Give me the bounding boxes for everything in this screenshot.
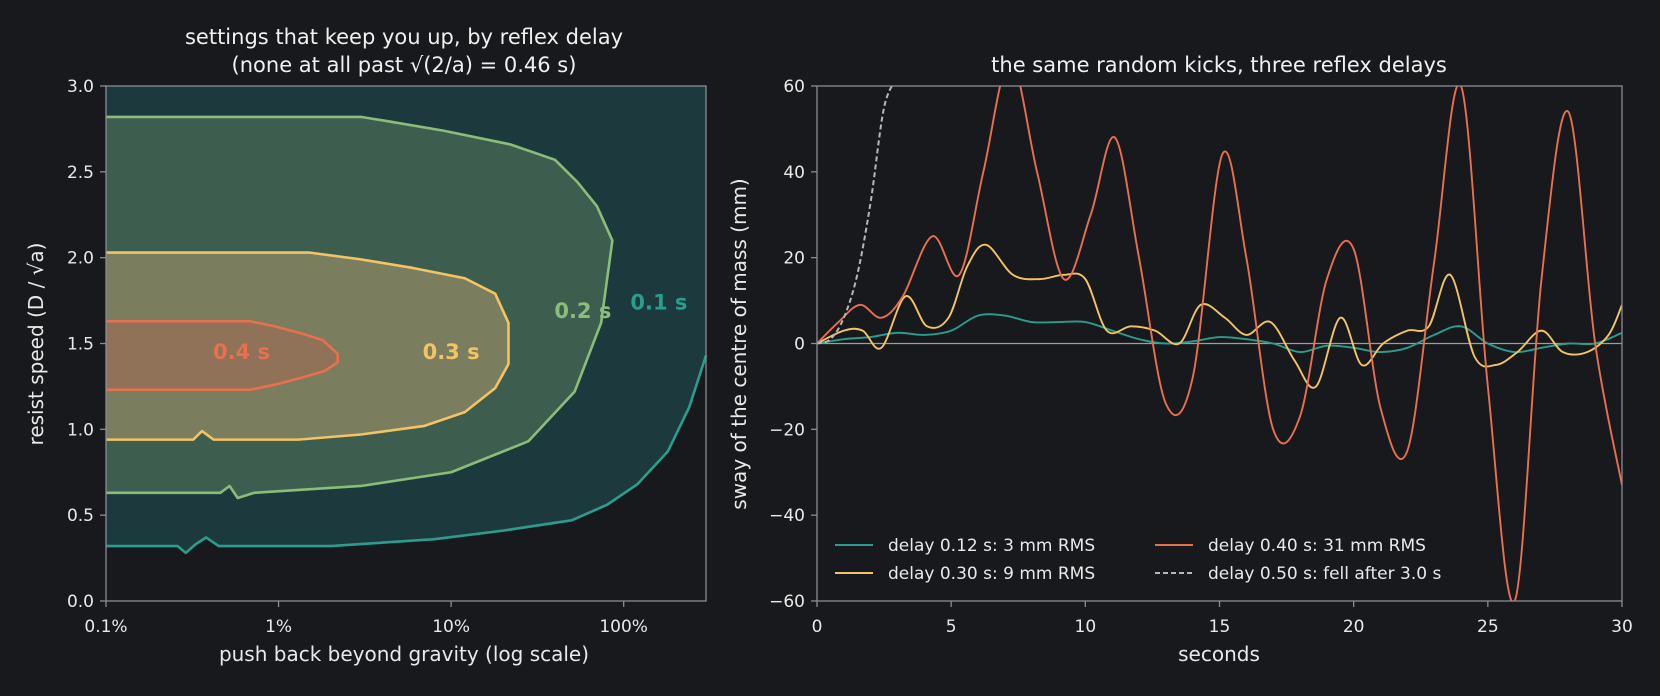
contour-y-axis-title: resist speed (D / √a) — [24, 243, 48, 446]
contour-x-axis-title: push back beyond gravity (log scale) — [219, 642, 589, 666]
contour-x-tick-label: 1% — [265, 617, 292, 637]
contour-y-tick-label: 0.0 — [67, 592, 94, 612]
region-boundary-0-3-s — [106, 251, 510, 441]
series-line-delay-0-12-s-3-mm-rms — [817, 313, 1622, 354]
line-x-tick-label: 30 — [1611, 617, 1633, 637]
contour-y-tick-label: 2.5 — [67, 163, 94, 183]
line-y-tick-label: −60 — [769, 592, 805, 612]
contour-axes: 0.1% 1% 10% 100% 0.0 0.5 1.0 1.5 2.0 2.5 3.0 — [67, 77, 707, 637]
line-x-tick-label: 5 — [946, 617, 957, 637]
line-panel: the same random kicks, three reflex dela… — [727, 53, 1633, 666]
line-y-tick-label: −40 — [769, 506, 805, 526]
contour-y-tick-label: 3.0 — [67, 77, 94, 97]
contour-regions — [106, 86, 708, 555]
line-x-tick-label: 20 — [1343, 617, 1365, 637]
contour-region-labels: 0.1 s 0.2 s 0.3 s 0.4 s — [213, 290, 687, 364]
line-y-tick-label: 20 — [783, 249, 805, 269]
series-line-delay-0-40-s-31-mm-rms — [817, 86, 1622, 601]
line-y-tick-label: 40 — [783, 163, 805, 183]
region-boundary-0-2-s — [106, 115, 614, 500]
contour-y-tick-label: 2.0 — [67, 249, 94, 269]
line-x-tick-label: 15 — [1209, 617, 1231, 637]
contour-y-tick-label: 1.5 — [67, 335, 94, 355]
contour-x-tick-label: 100% — [599, 617, 648, 637]
legend-label-delay-0-30-s-9-mm-rms: delay 0.30 s: 9 mm RMS — [888, 564, 1095, 584]
region-label-0-1-s: 0.1 s — [630, 290, 687, 314]
line-x-tick-label: 25 — [1477, 617, 1499, 637]
line-x-tick-label: 0 — [812, 617, 823, 637]
region-boundary-0-4-s — [106, 319, 339, 392]
contour-y-tick-label: 0.5 — [67, 506, 94, 526]
line-x-tick-label: 10 — [1075, 617, 1097, 637]
region-label-0-3-s: 0.3 s — [423, 340, 480, 364]
contour-title-line1: settings that keep you up, by reflex del… — [185, 25, 623, 49]
contour-panel: settings that keep you up, by reflex del… — [24, 25, 708, 666]
contour-x-tick-label: 0.1% — [84, 617, 127, 637]
line-y-axis-title: sway of the centre of mass (mm) — [727, 178, 751, 509]
legend-label-delay-0-50-s-fell-after-3-0-s: delay 0.50 s: fell after 3.0 s — [1208, 564, 1441, 584]
legend: delay 0.12 s: 3 mm RMS delay 0.30 s: 9 mm… — [835, 536, 1441, 584]
region-label-0-4-s: 0.4 s — [213, 340, 270, 364]
line-y-tick-label: −20 — [769, 420, 805, 440]
region-boundary-0-1-s — [106, 355, 708, 555]
contour-title-line2: (none at all past √(2/a) = 0.46 s) — [232, 53, 577, 77]
line-y-tick-label: 0 — [794, 335, 805, 355]
legend-label-delay-0-12-s-3-mm-rms: delay 0.12 s: 3 mm RMS — [888, 536, 1095, 556]
region-fill-0-4-s — [106, 321, 338, 390]
series-line-delay-0-50-s-fell-after-3-0-s — [817, 86, 894, 345]
contour-x-tick-label: 10% — [432, 617, 470, 637]
legend-label-delay-0-40-s-31-mm-rms: delay 0.40 s: 31 mm RMS — [1208, 536, 1426, 556]
series-line-delay-0-30-s-9-mm-rms — [817, 243, 1622, 389]
line-axes: 0 5 10 15 20 25 30 −60 −40 −20 0 20 40 60 — [769, 77, 1633, 637]
line-y-tick-label: 60 — [783, 77, 805, 97]
line-x-axis-title: seconds — [1178, 642, 1260, 666]
region-label-0-2-s: 0.2 s — [554, 299, 611, 323]
line-series-group — [817, 86, 1622, 601]
contour-y-tick-label: 1.0 — [67, 420, 94, 440]
line-chart-title: the same random kicks, three reflex dela… — [991, 53, 1447, 77]
